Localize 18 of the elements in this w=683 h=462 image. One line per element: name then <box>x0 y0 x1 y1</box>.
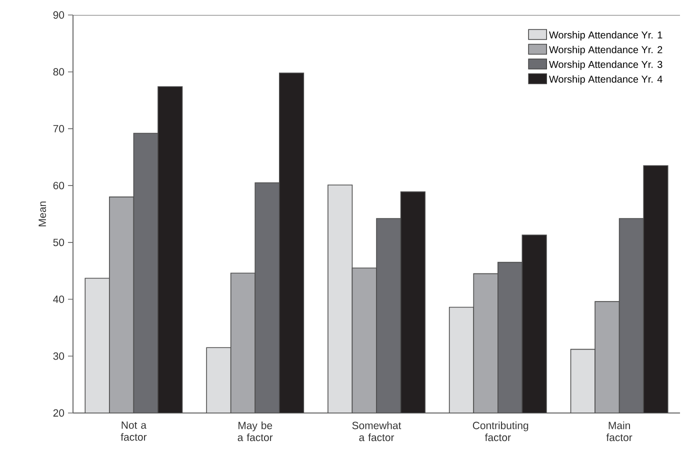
y-tick-label: 60 <box>53 182 64 190</box>
y-tick-label: 70 <box>53 125 64 132</box>
y-tick-label: 30 <box>53 352 64 360</box>
x-tick-label: Main factor <box>606 422 632 442</box>
x-tick-label: May be a factor <box>238 422 273 442</box>
y-axis-title: Mean <box>38 202 46 226</box>
legend-label: Worship Attendance Yr. 4 <box>549 75 662 85</box>
legend-label: Worship Attendance Yr. 2 <box>549 46 662 56</box>
y-tick-label: 90 <box>53 11 64 19</box>
legend-label: Worship Attendance Yr. 3 <box>549 60 662 70</box>
x-tick-label: Contributing factor <box>472 422 528 442</box>
y-tick-label: 80 <box>53 68 64 76</box>
x-tick-label: Somewhat a factor <box>352 422 402 442</box>
y-tick-label: 20 <box>53 409 64 417</box>
y-tick-label: 40 <box>53 296 64 303</box>
x-tick-label: Not a factor <box>120 422 147 441</box>
y-tick-label: 50 <box>53 238 64 246</box>
legend-label: Worship Attendance Yr. 1 <box>549 31 662 40</box>
